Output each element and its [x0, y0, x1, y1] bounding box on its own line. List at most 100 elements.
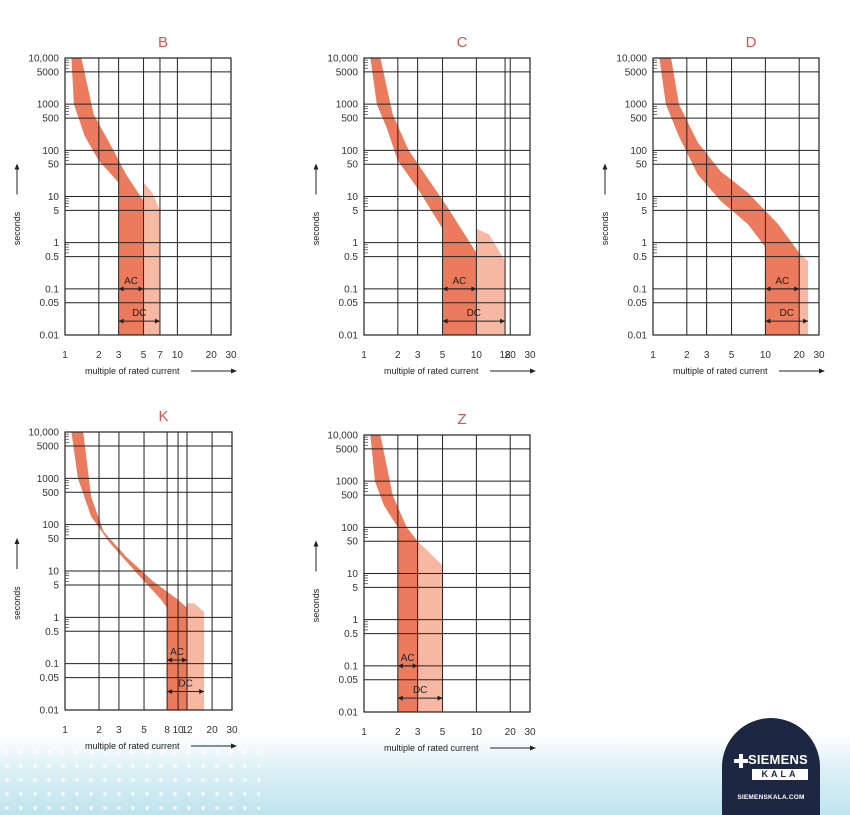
annotation-label: DC [178, 679, 192, 690]
y-tick-label: 0.05 [628, 298, 648, 309]
plot-frame [64, 57, 232, 336]
y-tick-label: 0.1 [45, 659, 59, 670]
x-tick-label: 20 [505, 727, 517, 738]
arrow-right-icon [471, 286, 477, 292]
trip-curve-chart-k: K 0.01 0.05 0.1 0.5 1 5 10 50 100 500 1000 5000 10,00… [12, 408, 238, 751]
trip-band-outer [187, 603, 205, 710]
y-tick-label: 5000 [37, 441, 60, 452]
siemens-kala-logo: SIEMENS KALA SIEMENSKALA.COM [722, 718, 820, 815]
y-tick-label: 100 [42, 520, 59, 531]
trip-band-outer [799, 252, 809, 335]
y-tick-label: 0.01 [40, 706, 60, 717]
arrow-right-icon [530, 745, 536, 751]
x-tick-label: 1 [62, 350, 68, 361]
x-tick-label: 2 [96, 725, 102, 736]
y-tick-label: 0.05 [339, 675, 359, 686]
y-tick-label: 1000 [37, 100, 60, 111]
chart-title: K [158, 408, 168, 425]
trip-curve-chart-z: Z 0.01 0.05 0.1 0.5 1 5 10 50 100 500 1000 5000 10,00… [311, 411, 536, 753]
x-tick-label: 12 [181, 725, 193, 736]
annotation-label: AC [124, 276, 138, 287]
y-tick-label: 0.01 [339, 708, 359, 719]
y-tick-label: 0.01 [339, 331, 359, 342]
y-tick-label: 0.01 [40, 331, 60, 342]
y-tick-label: 5000 [37, 67, 60, 78]
arrow-left-icon [118, 318, 124, 324]
x-tick-label: 10 [471, 727, 483, 738]
arrow-up-icon [313, 540, 319, 547]
x-tick-label: 3 [704, 350, 710, 361]
y-tick-label: 1 [352, 238, 358, 249]
arrow-right-icon [182, 657, 188, 663]
y-tick-label: 1000 [336, 477, 359, 488]
plot-frame [363, 57, 531, 336]
y-tick-label: 0.5 [45, 252, 59, 263]
annotation-label: AC [775, 276, 789, 287]
y-tick-label: 0.5 [45, 627, 59, 638]
arrow-right-icon [199, 689, 205, 695]
y-tick-label: 50 [48, 534, 60, 545]
annotation-label: AC [453, 276, 467, 287]
plus-icon [734, 754, 748, 768]
y-tick-label: 500 [341, 114, 358, 125]
arrow-left-icon [167, 657, 173, 663]
x-tick-label: 8 [164, 725, 170, 736]
y-tick-label: 1000 [625, 100, 648, 111]
x-tick-label: 30 [226, 725, 238, 736]
arrow-right-icon [530, 368, 536, 374]
y-tick-label: 5000 [336, 444, 359, 455]
arrow-up-icon [14, 538, 20, 544]
arrow-left-icon [765, 286, 771, 292]
y-tick-label: 500 [42, 114, 59, 125]
y-tick-label: 10 [48, 567, 60, 578]
y-tick-label: 500 [42, 488, 59, 499]
x-tick-label: 20 [505, 350, 517, 361]
y-tick-label: 10 [347, 192, 359, 203]
x-tick-label: 1 [361, 727, 367, 738]
y-tick-label: 1 [641, 238, 647, 249]
y-tick-label: 5 [352, 583, 358, 594]
y-tick-label: 0.5 [344, 252, 358, 263]
trip-band-outer [417, 541, 443, 712]
y-tick-label: 1000 [336, 100, 359, 111]
x-tick-label: 20 [207, 725, 219, 736]
arrow-left-icon [118, 286, 124, 292]
x-tick-label: 5 [440, 727, 446, 738]
arrow-right-icon [154, 318, 160, 324]
x-tick-label: 3 [116, 350, 122, 361]
x-tick-label: 7 [157, 350, 163, 361]
arrow-left-icon [442, 286, 448, 292]
annotation-label: DC [780, 308, 794, 319]
y-tick-label: 1 [352, 615, 358, 626]
y-tick-label: 1 [53, 238, 59, 249]
x-tick-label: 18 [500, 350, 512, 361]
y-tick-label: 0.1 [344, 284, 358, 295]
y-tick-label: 5 [641, 206, 647, 217]
y-tick-label: 10 [347, 569, 359, 580]
x-tick-label: 30 [524, 727, 536, 738]
x-tick-label: 10 [471, 350, 483, 361]
y-tick-label: 10 [48, 192, 60, 203]
y-tick-label: 50 [347, 537, 359, 548]
arrow-left-icon [397, 663, 403, 669]
y-axis-label: seconds [12, 586, 22, 620]
y-tick-label: 0.05 [339, 298, 359, 309]
y-tick-label: 0.1 [45, 284, 59, 295]
y-tick-label: 1 [53, 613, 59, 624]
plot-frame [652, 57, 820, 336]
plot-frame [363, 434, 531, 713]
y-tick-label: 0.1 [344, 661, 358, 672]
x-tick-label: 2 [395, 727, 401, 738]
x-tick-label: 2 [395, 350, 401, 361]
logo-url: SIEMENSKALA.COM [737, 794, 805, 801]
arrow-right-icon [794, 286, 800, 292]
y-tick-label: 500 [341, 491, 358, 502]
arrow-left-icon [765, 318, 771, 324]
chart-title: C [457, 34, 468, 51]
x-tick-label: 20 [206, 350, 218, 361]
footer-dot-pattern [0, 745, 260, 815]
x-tick-label: 1 [62, 725, 68, 736]
y-tick-label: 50 [636, 160, 648, 171]
x-tick-label: 20 [794, 350, 806, 361]
x-tick-label: 5 [729, 350, 735, 361]
